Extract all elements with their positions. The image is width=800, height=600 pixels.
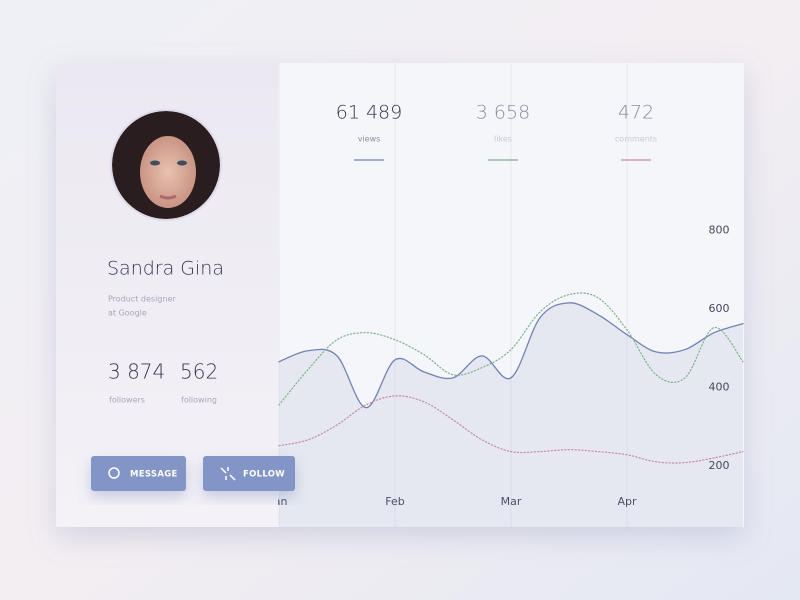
follow-button[interactable]: FOLLOW (203, 456, 295, 491)
message-icon (108, 467, 120, 479)
line (278, 395, 744, 464)
profile-role: Product designer (108, 295, 176, 304)
y-tick-label: 200 (709, 459, 730, 472)
x-tick-label: Apr (617, 495, 637, 508)
profile-role: at Google (108, 309, 147, 318)
stats: 61 489 views 3 658 likes 472 comments (336, 102, 657, 161)
count-value: 3 874 (108, 360, 165, 384)
line (278, 292, 744, 406)
button-label[interactable]: MESSAGE (130, 470, 178, 480)
button-bg[interactable] (91, 456, 186, 491)
message-button[interactable]: MESSAGE (91, 456, 186, 491)
y-tick-label: 800 (709, 223, 730, 236)
stat-value: 3 658 (476, 102, 530, 124)
count-label: followers (109, 396, 145, 405)
avatar (112, 111, 220, 219)
x-tick-label: Feb (385, 495, 404, 508)
line (278, 302, 744, 409)
stat-value: 472 (618, 102, 654, 124)
stat-value: 61 489 (336, 102, 402, 124)
y-tick-label: 400 (709, 380, 730, 393)
count-label: following (181, 396, 217, 405)
stat-label: views (358, 135, 381, 144)
y-tick-label: 600 (709, 302, 730, 315)
button-label[interactable]: FOLLOW (243, 470, 285, 480)
x-tick-label: Mar (501, 495, 522, 508)
stat-label: comments (615, 135, 657, 144)
follow-icon (220, 467, 236, 481)
button-bg[interactable] (203, 456, 295, 491)
profile-panel: Sandra Gina Product designer at Google 3… (56, 63, 278, 527)
stat-label: likes (494, 135, 512, 144)
profile-name: Sandra Gina (107, 258, 224, 280)
area (279, 302, 743, 527)
count-value: 562 (180, 360, 218, 384)
avatar-ring (110, 109, 222, 221)
